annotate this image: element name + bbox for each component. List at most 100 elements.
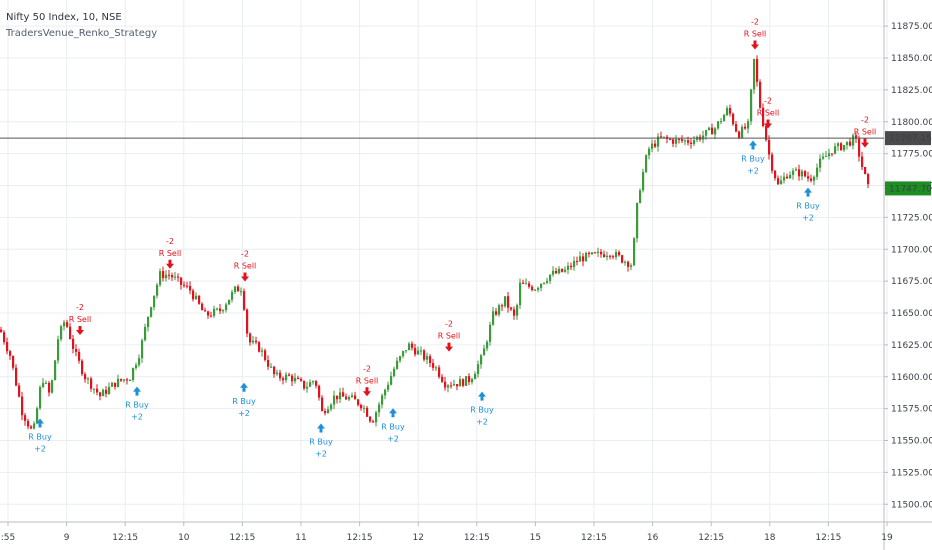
candle-body xyxy=(579,256,582,262)
candle-body xyxy=(648,148,651,156)
buy-signal[interactable]: R Buy +2 xyxy=(381,408,405,443)
candle-body xyxy=(864,167,867,175)
candle-body xyxy=(327,409,330,414)
buy-signal[interactable]: R Buy +2 xyxy=(125,386,149,422)
signal-qty: +2 xyxy=(747,167,759,176)
candle xyxy=(210,311,213,318)
candle xyxy=(387,381,390,393)
crosshair-price-tag xyxy=(885,131,931,146)
candle-body xyxy=(363,407,366,409)
candle xyxy=(858,135,861,162)
candle xyxy=(786,173,789,179)
signal-qty: -2 xyxy=(241,250,249,259)
candle-body xyxy=(471,379,474,383)
candle-body xyxy=(741,126,744,138)
candle-body xyxy=(339,392,342,400)
candle xyxy=(837,142,840,151)
candle-body xyxy=(642,172,645,191)
buy-signal[interactable]: R Buy +2 xyxy=(28,418,52,453)
candle xyxy=(312,380,315,385)
candle-body xyxy=(357,399,360,405)
candle-body xyxy=(804,171,807,177)
time-tick-label: 12:15 xyxy=(112,533,138,543)
candle-body xyxy=(549,274,552,281)
candle-body xyxy=(819,158,822,168)
signal-qty: -2 xyxy=(76,303,84,312)
candle-body xyxy=(498,305,501,315)
candle xyxy=(27,418,30,430)
candle-body xyxy=(423,350,426,360)
candle-body xyxy=(624,261,627,263)
sell-signal[interactable]: R Sell -2 xyxy=(438,320,461,352)
candle-body xyxy=(78,351,81,361)
candle-body xyxy=(507,296,510,308)
candle-body xyxy=(639,190,642,203)
candle xyxy=(432,359,435,371)
time-tick-label: 12:15 xyxy=(464,533,490,543)
signal-label: R Buy xyxy=(28,432,52,441)
candle-body xyxy=(27,420,30,427)
buy-signal[interactable]: R Buy +2 xyxy=(232,382,256,418)
signal-qty: +2 xyxy=(131,413,143,422)
signal-qty: +2 xyxy=(238,409,250,418)
candle-body xyxy=(495,311,498,315)
candle-body xyxy=(126,379,129,381)
candle xyxy=(654,139,657,149)
candle-body xyxy=(96,388,99,393)
signal-label: R Sell xyxy=(438,332,461,341)
sell-signal[interactable]: R Sell -2 xyxy=(234,250,257,282)
signal-qty: -2 xyxy=(861,116,869,125)
candle-body xyxy=(810,178,813,181)
buy-signal[interactable]: R Buy +2 xyxy=(796,187,820,223)
candle-body xyxy=(525,283,528,285)
up-arrow-icon xyxy=(749,140,757,150)
candle xyxy=(867,172,870,189)
candle-body xyxy=(429,356,432,364)
buy-signal[interactable]: R Buy +2 xyxy=(741,140,765,176)
candle xyxy=(204,307,207,312)
buy-signal[interactable]: R Buy +2 xyxy=(470,391,494,427)
sell-signal[interactable]: R Sell -2 xyxy=(356,364,379,397)
candle-body xyxy=(87,378,90,380)
candle xyxy=(486,340,489,352)
price-tick-label: 11500.00 xyxy=(891,500,932,510)
candle xyxy=(456,383,459,391)
candle xyxy=(585,251,588,262)
candle-body xyxy=(438,367,441,377)
candle-body xyxy=(792,170,795,175)
signal-qty: +2 xyxy=(387,434,399,443)
candle-body xyxy=(636,202,639,239)
candle-body xyxy=(705,130,708,136)
candle xyxy=(543,282,546,285)
candle-body xyxy=(321,397,324,412)
price-tick-label: 11675.00 xyxy=(891,277,932,287)
down-arrow-icon xyxy=(751,40,759,50)
candle xyxy=(66,319,69,329)
symbol-title[interactable]: Nifty 50 Index, 10, NSE xyxy=(6,12,122,23)
up-arrow-icon xyxy=(804,187,812,197)
sell-signal[interactable]: R Sell -2 xyxy=(757,97,780,129)
sell-signal[interactable]: R Sell -2 xyxy=(69,303,92,336)
candle-body xyxy=(195,295,198,300)
candle-body xyxy=(780,180,783,185)
candle xyxy=(321,395,324,412)
indicator-title[interactable]: TradersVenue_Renko_Strategy xyxy=(6,28,158,39)
candle xyxy=(468,373,471,386)
sell-signal[interactable]: R Sell -2 xyxy=(744,17,767,50)
candle xyxy=(831,153,834,157)
candle xyxy=(195,292,198,300)
candle xyxy=(105,386,108,398)
signal-label: R Buy xyxy=(125,401,149,410)
candle xyxy=(822,152,825,160)
signal-label: R Sell xyxy=(854,128,877,137)
candle-body xyxy=(855,135,858,139)
candle-body xyxy=(75,348,78,352)
candle-body xyxy=(273,366,276,375)
candle-body xyxy=(372,421,375,423)
candle xyxy=(408,341,411,351)
buy-signal[interactable]: R Buy +2 xyxy=(309,423,333,459)
sell-signal[interactable]: R Sell -2 xyxy=(854,116,877,148)
candle xyxy=(465,376,468,386)
sell-signal[interactable]: R Sell -2 xyxy=(159,237,182,269)
